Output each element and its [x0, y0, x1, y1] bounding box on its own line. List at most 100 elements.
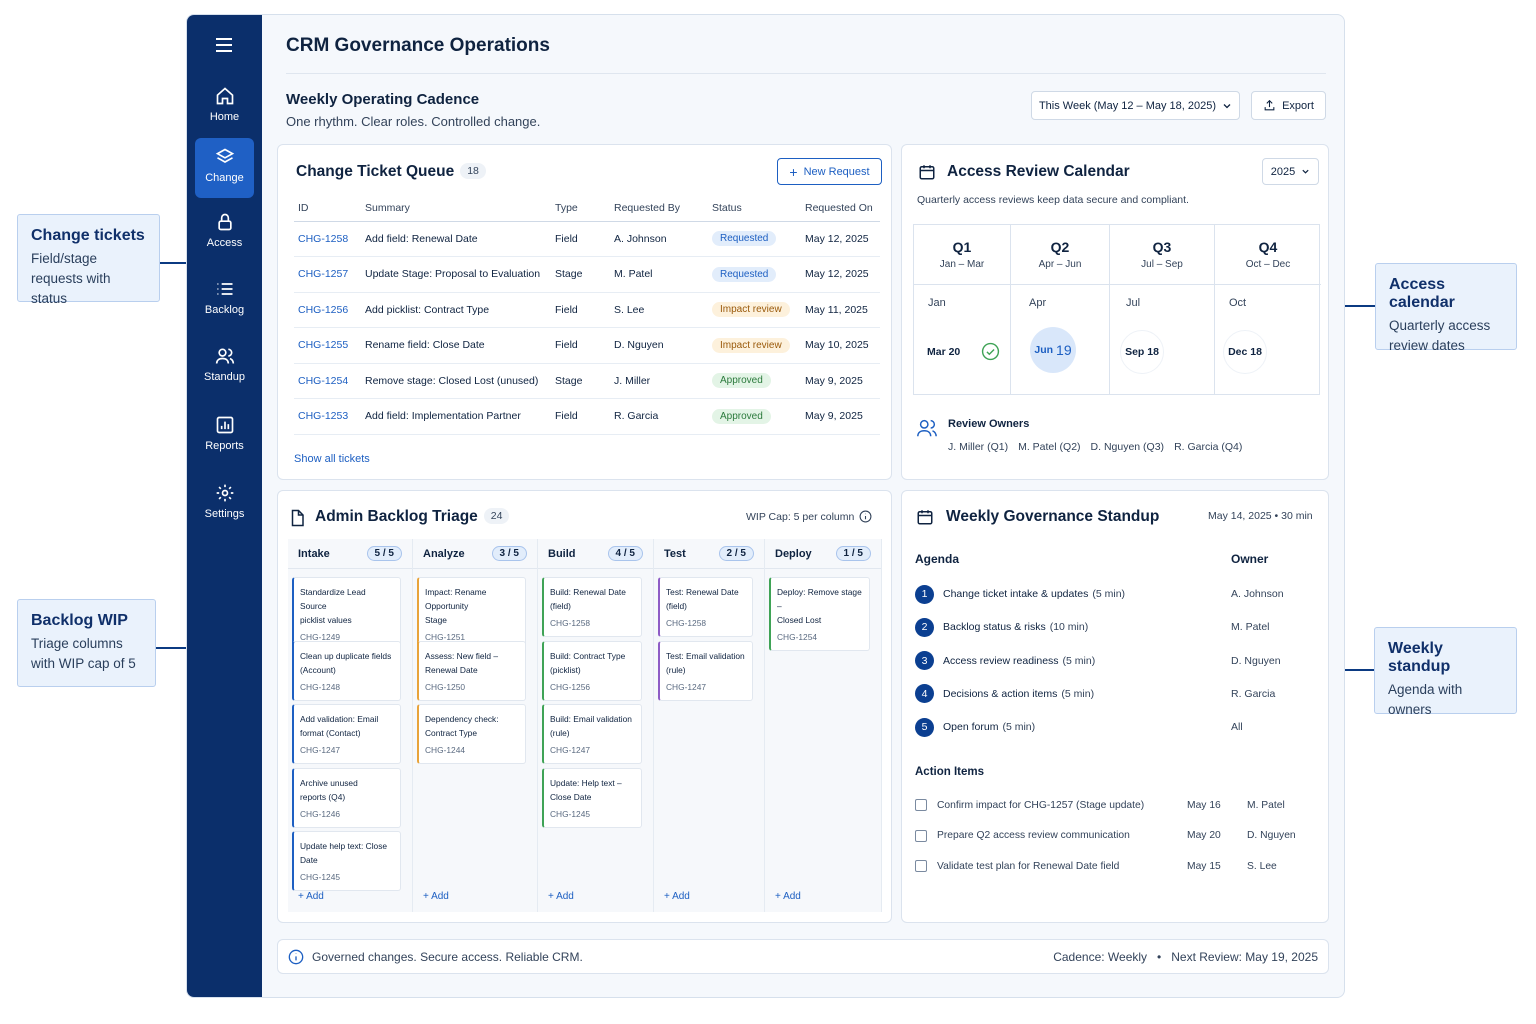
backlog-card[interactable]: Dependency check: Contract Type CHG-1244	[417, 704, 526, 764]
column-header: Deploy 1 / 5	[765, 539, 881, 569]
quarter-month: Apr	[1029, 297, 1047, 309]
status-badge: Approved	[712, 373, 771, 389]
col-header[interactable]: Requested On	[805, 195, 880, 222]
review-date-q2[interactable]: Jun 19	[1030, 327, 1076, 373]
nav-reports[interactable]: Reports	[195, 406, 254, 466]
export-button[interactable]: Export	[1251, 91, 1326, 120]
standup-title: Weekly Governance Standup	[946, 508, 1160, 525]
backlog-card[interactable]: Build: Contract Type (picklist) CHG-1256	[542, 640, 642, 701]
year-select[interactable]: 2025	[1262, 158, 1319, 185]
review-date-q4[interactable]: Dec 18	[1223, 330, 1267, 374]
card-id: CHG-1256	[550, 681, 591, 692]
add-card-button[interactable]: + Add	[548, 891, 574, 902]
calendar-icon	[919, 165, 935, 180]
col-header[interactable]: Status	[712, 195, 805, 222]
menu-icon[interactable]	[216, 38, 232, 56]
card-title-cont: reports (Q4)	[300, 791, 346, 802]
card-title-cont: Closed Lost	[777, 615, 822, 625]
footer-message: Governed changes. Secure access. Reliabl…	[312, 950, 583, 964]
card-title-cont: (field)	[550, 601, 571, 611]
table-row[interactable]: CHG-1254 Remove stage: Closed Lost (unuse…	[294, 363, 880, 399]
action-owner: D. Nguyen	[1247, 830, 1296, 841]
nav-change[interactable]: Change	[195, 138, 254, 198]
ticket-status-cell: Requested	[712, 221, 805, 257]
table-row[interactable]: CHG-1258 Add field: Renewal Date Field A. J…	[294, 221, 880, 257]
backlog-card[interactable]: Test: Renewal Date (field) CHG-1258	[658, 577, 753, 637]
ticket-summary: Remove stage: Closed Lost (unused)	[365, 363, 555, 399]
backlog-card[interactable]: Test: Email validation (rule) CHG-1247	[658, 640, 753, 701]
list-icon	[217, 283, 232, 295]
ticket-count-badge: 18	[460, 163, 486, 179]
quarter-month: Jul	[1126, 297, 1141, 309]
table-row[interactable]: CHG-1257 Update Stage: Proposal to Evalua…	[294, 256, 880, 293]
table-row[interactable]: CHG-1255 Rename field: Close Date Field D. …	[294, 327, 880, 364]
backlog-card[interactable]: Standardize Lead Source picklist values CH…	[292, 577, 401, 651]
footer-meta: Cadence: Weekly • Next Review: May 19, 2…	[1053, 950, 1318, 964]
add-card-button[interactable]: + Add	[423, 891, 449, 902]
agenda-item: 1 Change ticket intake & updates (5 min) A.…	[915, 583, 1315, 605]
review-owner: J. Miller (Q1)	[948, 441, 1009, 453]
nav-access[interactable]: Access	[195, 203, 254, 263]
review-date-q3[interactable]: Sep 18	[1120, 330, 1164, 374]
card-title: Update: Help text –	[550, 777, 622, 788]
col-header[interactable]: Type	[555, 195, 614, 222]
action-checkbox[interactable]	[915, 799, 927, 811]
agenda-number: 2	[915, 617, 934, 637]
layers-icon	[215, 148, 234, 163]
backlog-card[interactable]: Assess: New field – Renewal Date CHG-1250	[417, 640, 526, 701]
action-due: May 15	[1187, 860, 1221, 872]
agenda-owner: A. Johnson	[1231, 588, 1284, 600]
info-icon[interactable]	[859, 510, 872, 523]
backlog-card[interactable]: Add validation: Email format (Contact) CHG…	[292, 704, 401, 764]
agenda-duration: (5 min)	[1062, 654, 1096, 667]
col-header[interactable]: Summary	[365, 195, 555, 222]
ticket-summary: Rename field: Close Date	[365, 327, 555, 364]
access-review-calendar: Access Review Calendar 2025 Quarterly ac…	[901, 144, 1329, 480]
backlog-card[interactable]: Build: Email validation (rule) CHG-1247	[542, 704, 642, 764]
ticket-type: Field	[555, 292, 614, 328]
ticket-id[interactable]: CHG-1257	[294, 256, 365, 293]
ticket-id[interactable]: CHG-1256	[294, 292, 365, 328]
col-header[interactable]: Requested By	[614, 195, 712, 222]
quarter-name: Q4	[1258, 239, 1278, 255]
ticket-id[interactable]: CHG-1255	[294, 327, 365, 364]
ticket-id[interactable]: CHG-1254	[294, 363, 365, 399]
ticket-status-cell: Impact review	[712, 327, 805, 364]
add-card-button[interactable]: + Add	[775, 891, 801, 902]
review-owner: D. Nguyen (Q3)	[1090, 441, 1165, 453]
ticket-id[interactable]: CHG-1258	[294, 221, 365, 257]
backlog-card[interactable]: Archive unused reports (Q4) CHG-1246	[292, 767, 401, 828]
nav-backlog[interactable]: Backlog	[195, 270, 254, 330]
card-title-cont: Close Date	[550, 791, 592, 802]
nav-home[interactable]: Home	[195, 77, 254, 137]
chart-icon	[216, 416, 233, 434]
backlog-card[interactable]: Deploy: Remove stage – Closed Lost CHG-125…	[769, 577, 870, 651]
action-item: Prepare Q2 access review communication Ma…	[915, 828, 1315, 844]
action-checkbox[interactable]	[915, 860, 927, 872]
add-card-button[interactable]: + Add	[298, 891, 324, 902]
add-card-button[interactable]: + Add	[664, 891, 690, 902]
review-date-q1[interactable]: Mar 20	[927, 346, 961, 358]
ticket-id[interactable]: CHG-1253	[294, 398, 365, 435]
week-select[interactable]: This Week (May 12 – May 18, 2025)	[1031, 91, 1240, 120]
card-title: Build: Email validation	[550, 714, 632, 724]
backlog-card[interactable]: Impact: Rename Opportunity Stage CHG-1251	[417, 577, 526, 651]
col-header[interactable]: ID	[294, 195, 365, 222]
card-id: CHG-1258	[666, 618, 707, 628]
ticket-requested-by: R. Garcia	[614, 398, 712, 435]
calendar-subtitle: Quarterly access reviews keep data secur…	[917, 194, 1189, 206]
new-request-button[interactable]: + New Request	[777, 158, 882, 185]
show-all-tickets-link[interactable]: Show all tickets	[294, 453, 370, 465]
agenda-text: Decisions & action items	[943, 687, 1058, 700]
agenda-duration: (5 min)	[1002, 721, 1036, 734]
action-checkbox[interactable]	[915, 829, 927, 842]
nav-standup[interactable]: Standup	[195, 337, 254, 397]
column-name: Test	[664, 547, 686, 560]
table-row[interactable]: CHG-1256 Add picklist: Contract Type Field…	[294, 292, 880, 328]
backlog-card[interactable]: Update help text: Close Date CHG-1245	[292, 831, 401, 891]
table-row[interactable]: CHG-1253 Add field: Implementation Partne…	[294, 398, 880, 435]
backlog-card[interactable]: Clean up duplicate fields (Account) CHG-12…	[292, 640, 401, 701]
nav-settings[interactable]: Settings	[195, 474, 254, 534]
backlog-card[interactable]: Update: Help text – Close Date CHG-1245	[542, 767, 642, 828]
backlog-card[interactable]: Build: Renewal Date (field) CHG-1258	[542, 577, 642, 637]
